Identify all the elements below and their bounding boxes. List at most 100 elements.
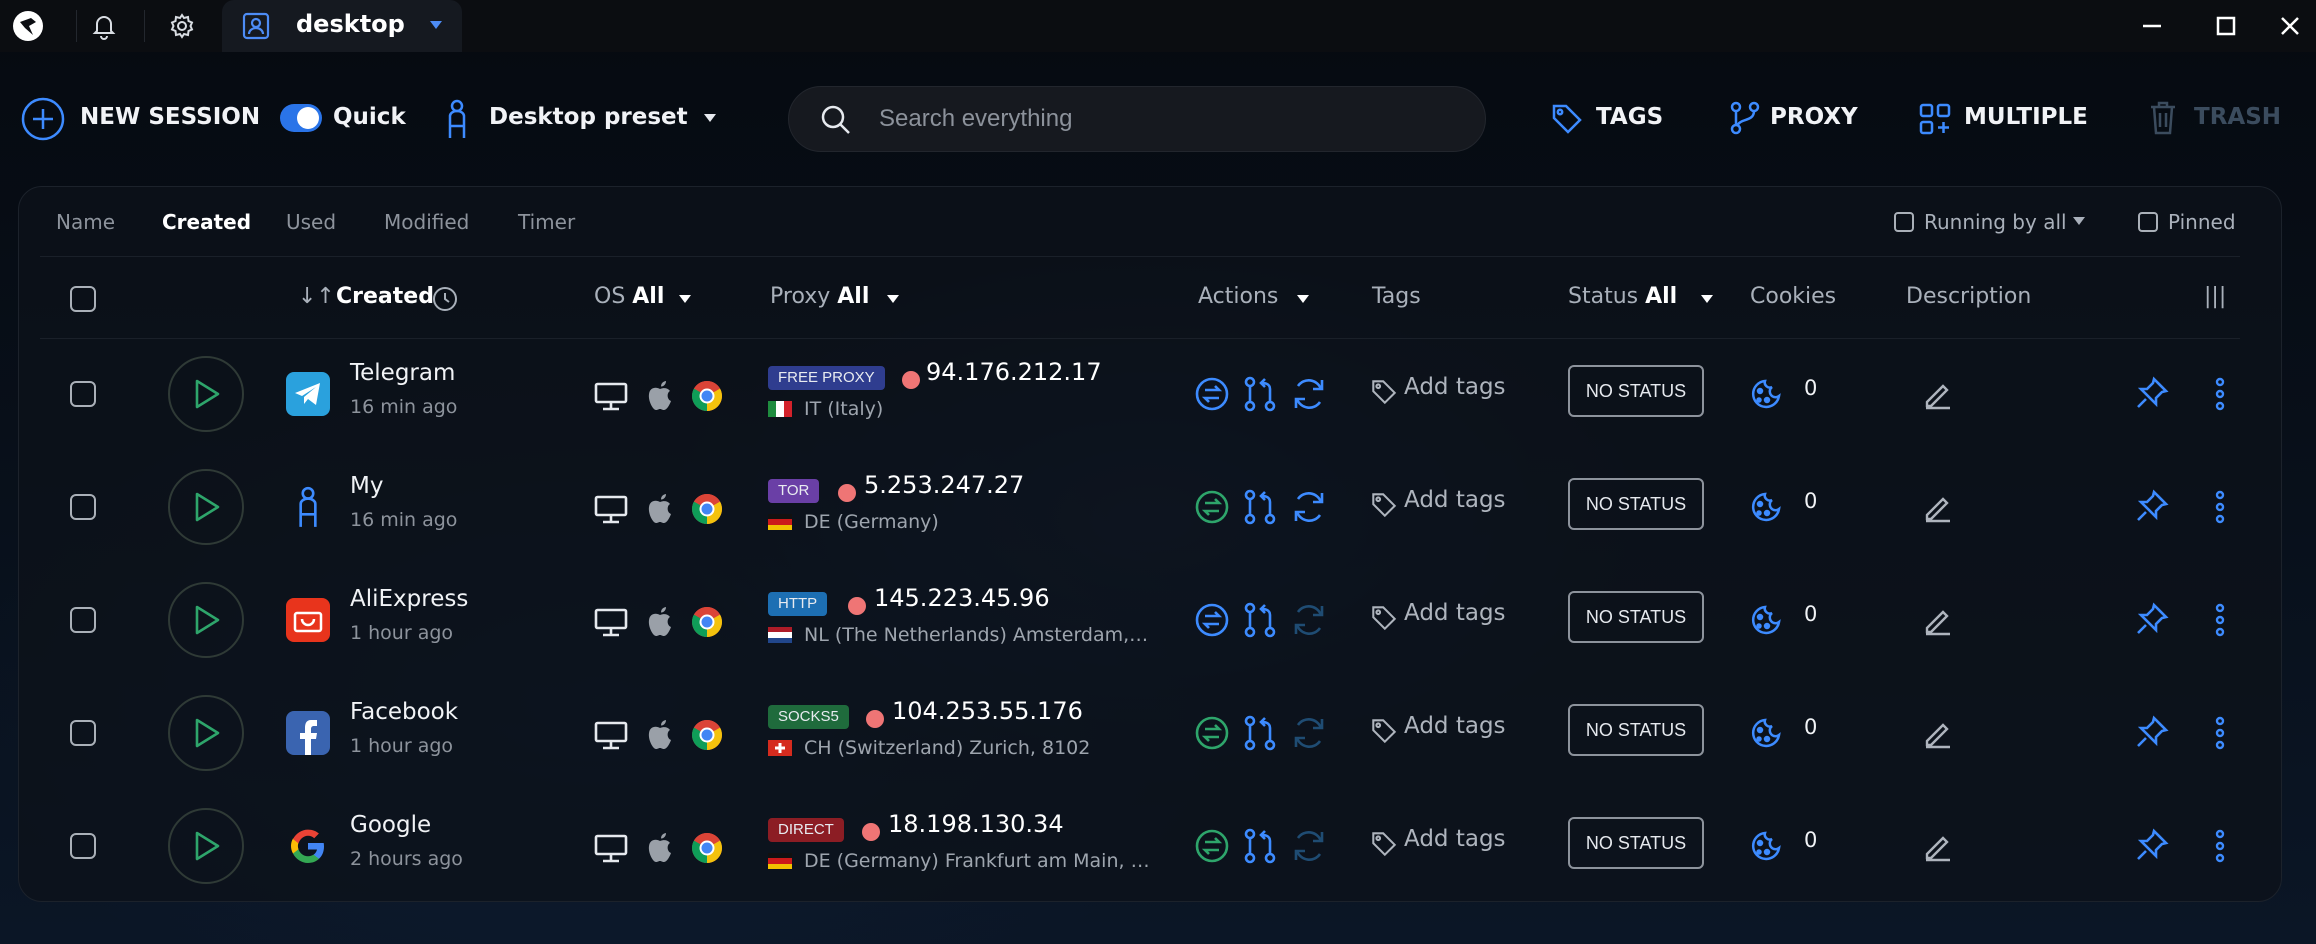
header-status[interactable]: Status All <box>1568 284 1677 309</box>
play-button[interactable] <box>168 356 244 432</box>
swap-action-icon[interactable] <box>1194 602 1230 638</box>
gear-icon[interactable] <box>156 0 208 52</box>
header-proxy[interactable]: Proxy All <box>770 284 869 309</box>
cookie-icon[interactable] <box>1748 828 1784 864</box>
subtab-created[interactable]: Created <box>162 210 252 234</box>
edit-description-icon[interactable] <box>1922 491 1954 523</box>
trash-button[interactable]: TRASH <box>2194 104 2282 130</box>
proxy-ip[interactable]: 94.176.212.17 <box>926 358 1102 386</box>
subtab-modified[interactable]: Modified <box>384 210 470 234</box>
swap-action-icon[interactable] <box>1194 715 1230 751</box>
session-name[interactable]: Google <box>350 812 432 838</box>
pinned-filter[interactable]: Pinned <box>2168 210 2236 234</box>
running-by-all-checkbox[interactable] <box>1894 212 1914 232</box>
row-checkbox[interactable] <box>70 833 96 859</box>
more-options-icon[interactable] <box>2214 376 2226 412</box>
proxy-icon[interactable] <box>1728 100 1762 136</box>
quick-label[interactable]: Quick <box>333 104 406 130</box>
status-button[interactable]: NO STATUS <box>1568 365 1704 417</box>
add-tags-button[interactable]: Add tags <box>1404 374 1506 400</box>
refresh-action-icon[interactable] <box>1290 602 1328 638</box>
header-os[interactable]: OS All <box>594 284 664 309</box>
more-options-icon[interactable] <box>2214 828 2226 864</box>
pin-icon[interactable] <box>2134 488 2170 524</box>
add-tags-button[interactable]: Add tags <box>1404 487 1506 513</box>
status-button[interactable]: NO STATUS <box>1568 478 1704 530</box>
caret-down-icon[interactable] <box>702 112 718 124</box>
subtab-name[interactable]: Name <box>56 210 116 234</box>
select-all-checkbox[interactable] <box>70 286 96 312</box>
header-proxy-filter[interactable]: All <box>837 284 870 309</box>
proxy-action-icon[interactable] <box>1242 714 1278 752</box>
multiple-icon[interactable] <box>1918 102 1952 136</box>
header-os-filter[interactable]: All <box>632 284 665 309</box>
pin-icon[interactable] <box>2134 375 2170 411</box>
session-row[interactable]: My 16 min ago TOR 5.253.247.27 DE (Germa… <box>0 451 2316 564</box>
pin-icon[interactable] <box>2134 601 2170 637</box>
proxy-action-icon[interactable] <box>1242 488 1278 526</box>
more-options-icon[interactable] <box>2214 489 2226 525</box>
refresh-action-icon[interactable] <box>1290 715 1328 751</box>
search-input[interactable] <box>879 101 1459 137</box>
clock-icon[interactable] <box>432 286 458 312</box>
caret-down-icon[interactable] <box>1296 294 1310 304</box>
edit-description-icon[interactable] <box>1922 378 1954 410</box>
quick-toggle[interactable] <box>280 104 322 132</box>
tag-icon[interactable] <box>1370 830 1398 858</box>
status-button[interactable]: NO STATUS <box>1568 817 1704 869</box>
tag-icon[interactable] <box>1370 717 1398 745</box>
new-session-label[interactable]: NEW SESSION <box>80 104 261 130</box>
tag-icon[interactable] <box>1370 604 1398 632</box>
proxy-ip[interactable]: 145.223.45.96 <box>874 584 1050 612</box>
session-name[interactable]: Facebook <box>350 699 459 725</box>
tag-icon[interactable] <box>1370 491 1398 519</box>
minimize-icon[interactable] <box>2126 0 2178 52</box>
bell-icon[interactable] <box>78 0 130 52</box>
caret-down-icon[interactable] <box>678 294 692 304</box>
proxy-ip[interactable]: 104.253.55.176 <box>892 697 1083 725</box>
subtab-used[interactable]: Used <box>286 210 337 234</box>
columns-settings-icon[interactable]: ||| <box>2204 284 2227 309</box>
row-checkbox[interactable] <box>70 720 96 746</box>
play-button[interactable] <box>168 695 244 771</box>
session-row[interactable]: AliExpress 1 hour ago HTTP 145.223.45.96… <box>0 564 2316 677</box>
cookie-icon[interactable] <box>1748 602 1784 638</box>
pinned-checkbox[interactable] <box>2138 212 2158 232</box>
session-name[interactable]: AliExpress <box>350 586 469 612</box>
proxy-button[interactable]: PROXY <box>1770 104 1858 130</box>
preset-select[interactable]: Desktop preset <box>489 104 688 130</box>
proxy-ip[interactable]: 18.198.130.34 <box>888 810 1064 838</box>
edit-description-icon[interactable] <box>1922 830 1954 862</box>
status-button[interactable]: NO STATUS <box>1568 591 1704 643</box>
play-button[interactable] <box>168 582 244 658</box>
pin-icon[interactable] <box>2134 714 2170 750</box>
edit-description-icon[interactable] <box>1922 717 1954 749</box>
caret-down-icon[interactable] <box>2072 216 2086 226</box>
session-row[interactable]: Google 2 hours ago DIRECT 18.198.130.34 … <box>0 790 2316 903</box>
refresh-action-icon[interactable] <box>1290 828 1328 864</box>
sort-arrows-icon[interactable]: ↓↑ <box>298 284 335 309</box>
maximize-icon[interactable] <box>2200 0 2252 52</box>
add-tags-button[interactable]: Add tags <box>1404 713 1506 739</box>
edit-description-icon[interactable] <box>1922 604 1954 636</box>
tag-icon[interactable] <box>1550 102 1584 136</box>
tags-button[interactable]: TAGS <box>1596 104 1664 130</box>
proxy-ip[interactable]: 5.253.247.27 <box>864 471 1025 499</box>
header-actions[interactable]: Actions <box>1198 284 1279 309</box>
cookie-icon[interactable] <box>1748 715 1784 751</box>
add-tags-button[interactable]: Add tags <box>1404 600 1506 626</box>
refresh-action-icon[interactable] <box>1290 489 1328 525</box>
cookie-icon[interactable] <box>1748 489 1784 525</box>
proxy-action-icon[interactable] <box>1242 827 1278 865</box>
app-logo-icon[interactable] <box>2 0 54 52</box>
swap-action-icon[interactable] <box>1194 828 1230 864</box>
swap-action-icon[interactable] <box>1194 489 1230 525</box>
multiple-button[interactable]: MULTIPLE <box>1964 104 2088 130</box>
row-checkbox[interactable] <box>70 607 96 633</box>
caret-down-icon[interactable] <box>886 294 900 304</box>
caret-down-icon[interactable] <box>428 18 444 32</box>
tag-icon[interactable] <box>1370 378 1398 406</box>
header-created[interactable]: Created <box>336 284 434 309</box>
session-row[interactable]: Facebook 1 hour ago SOCKS5 104.253.55.17… <box>0 677 2316 790</box>
session-name[interactable]: Telegram <box>350 360 456 386</box>
